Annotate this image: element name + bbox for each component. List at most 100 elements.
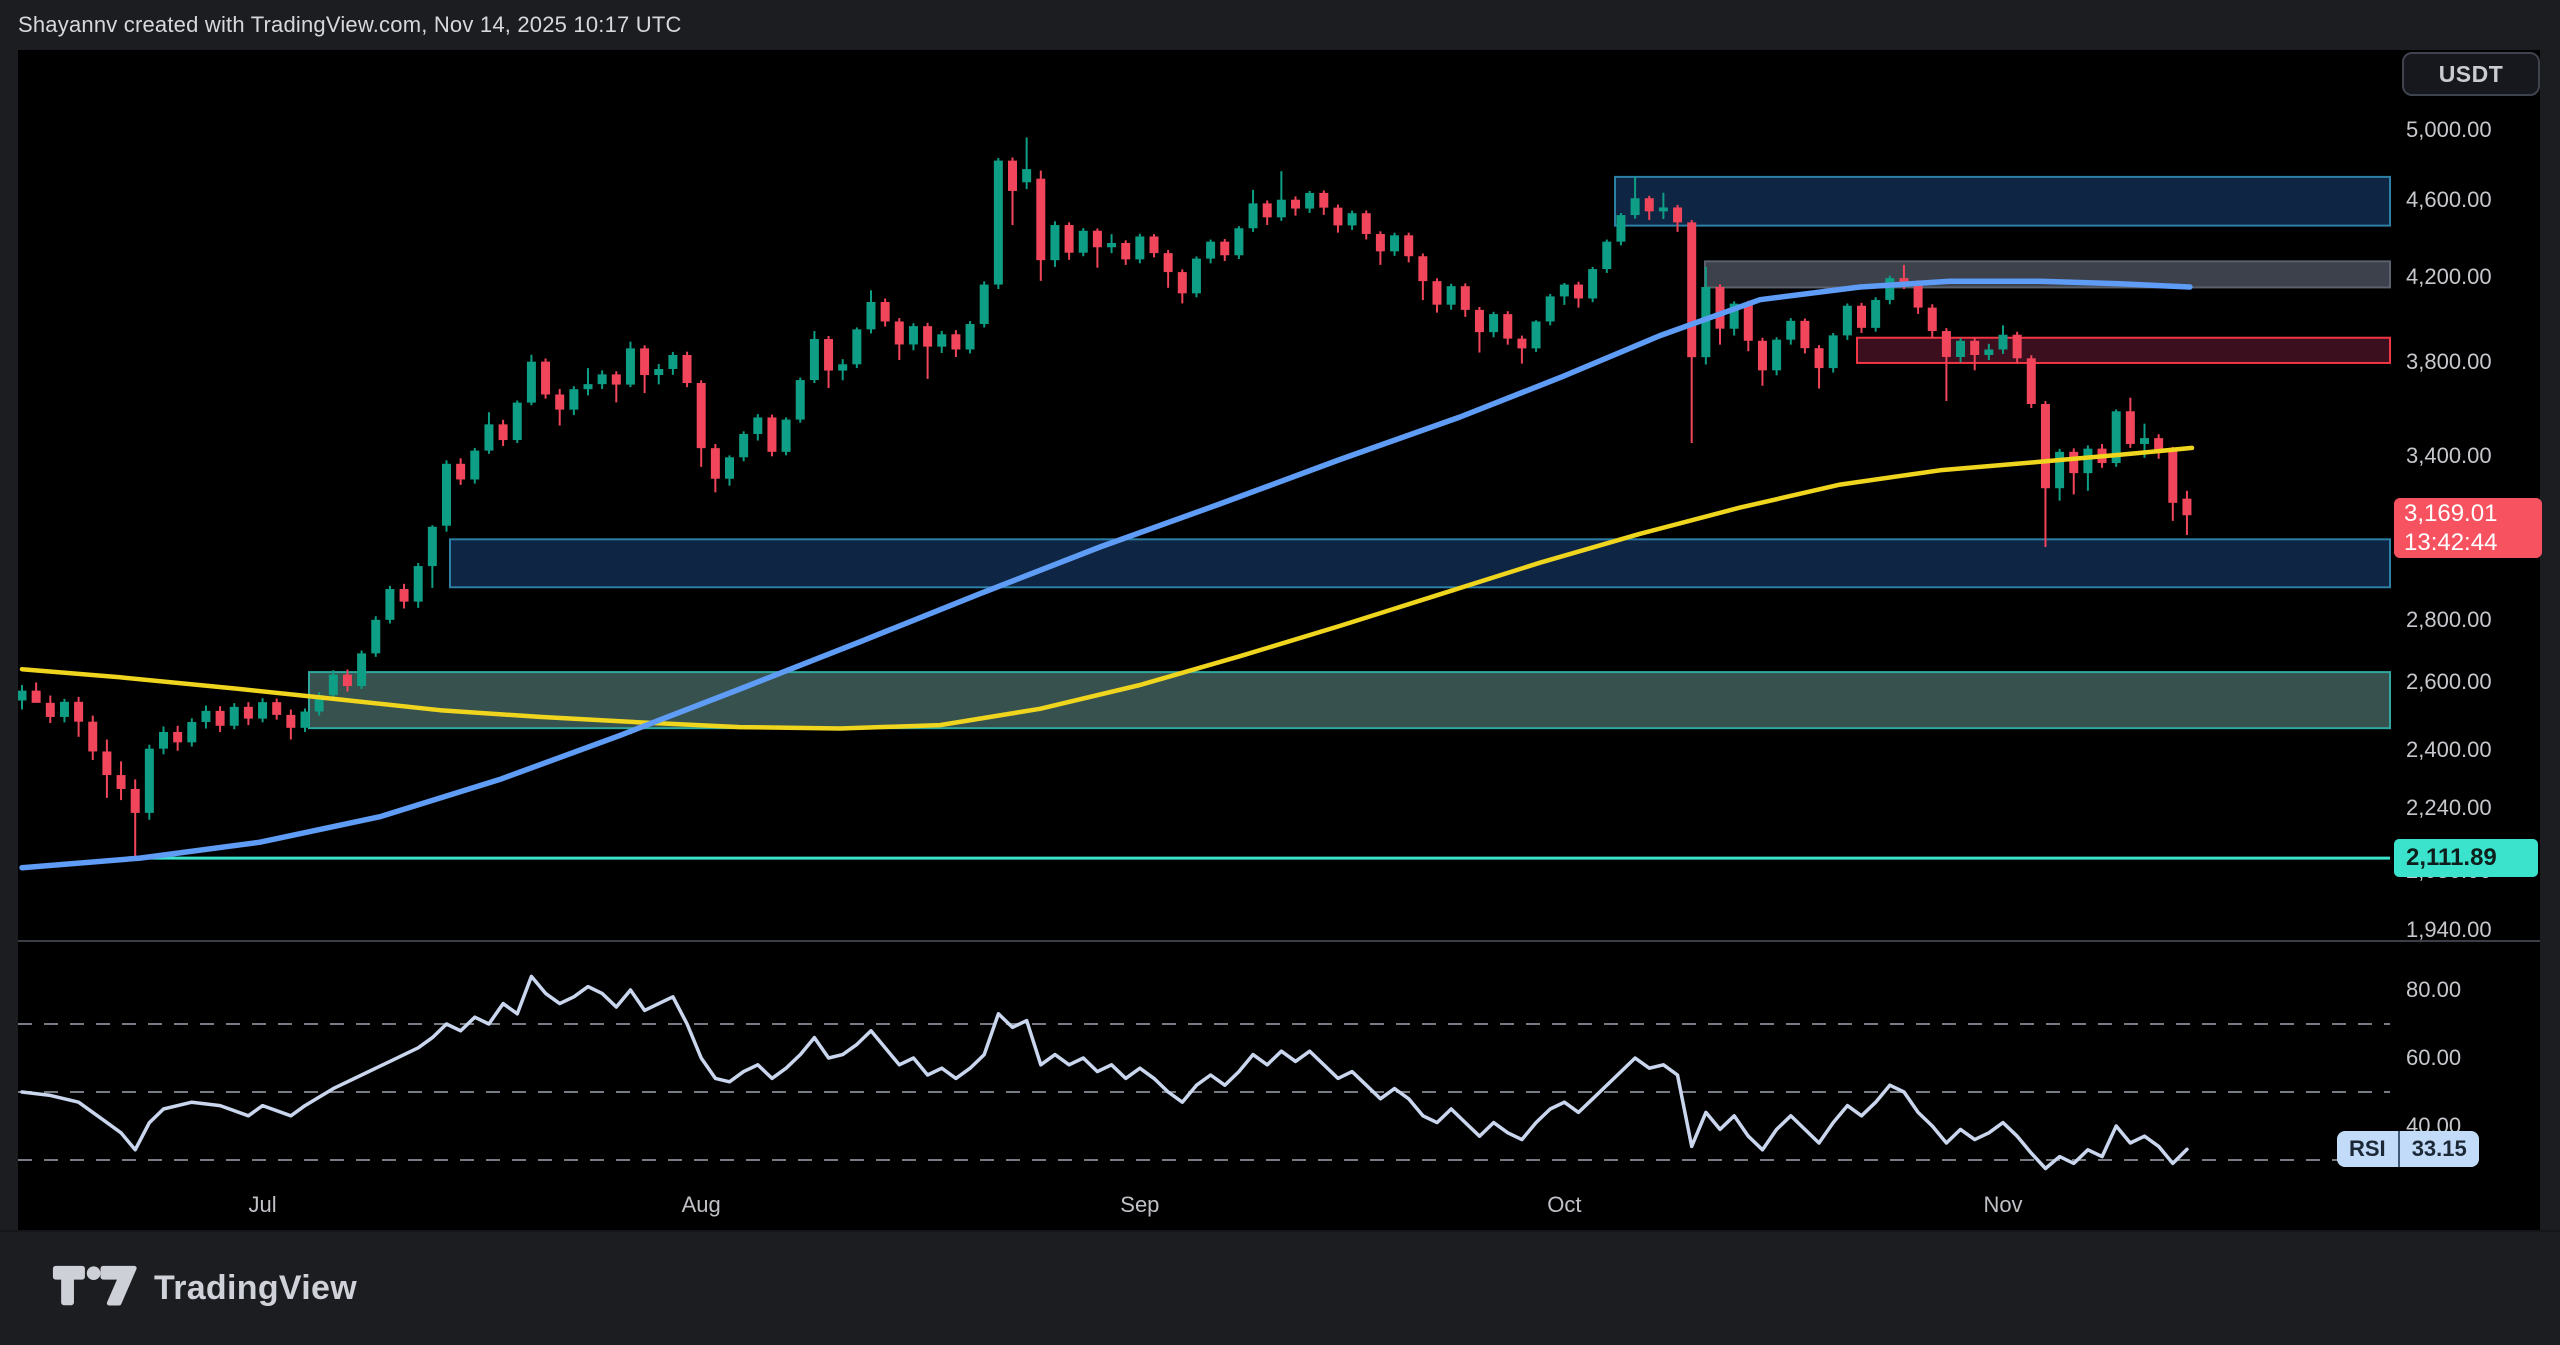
- candle-body: [1998, 334, 2008, 350]
- currency-toggle-button[interactable]: USDT: [2402, 52, 2540, 96]
- candle-body: [2182, 498, 2192, 516]
- candle-body: [668, 354, 678, 369]
- candle-body: [1687, 222, 1697, 358]
- candle-body: [526, 361, 536, 403]
- month-label-nov: Nov: [1983, 1192, 2023, 1217]
- candle-body: [258, 702, 268, 719]
- candle-body: [201, 710, 211, 723]
- candle-body: [1291, 199, 1300, 209]
- candle-body: [385, 589, 395, 620]
- candle-body: [979, 284, 989, 325]
- candle-body: [1842, 305, 1852, 336]
- candle-body: [1036, 178, 1046, 261]
- candle-body: [696, 383, 706, 449]
- rsi-line: [20, 974, 2189, 1171]
- candle-body: [1956, 340, 1966, 357]
- candle-body: [1390, 235, 1400, 252]
- candle-body: [456, 463, 466, 480]
- month-label-jul: Jul: [248, 1192, 277, 1217]
- zone-support-navy: [449, 538, 2391, 589]
- candle-body: [2012, 334, 2022, 359]
- candle-body: [597, 374, 607, 385]
- candle-body: [923, 326, 933, 347]
- candle-body: [1503, 314, 1513, 339]
- candle-body: [1163, 253, 1173, 273]
- candle-body: [611, 374, 621, 385]
- candle-body: [1743, 303, 1753, 341]
- candle-body: [1970, 340, 1980, 355]
- candle-body: [1432, 281, 1442, 305]
- support-level-badge[interactable]: 2,111.89: [2394, 839, 2538, 878]
- footer-bar: TradingView: [0, 1230, 2560, 1345]
- candle-body: [18, 690, 27, 701]
- candle-body: [1800, 320, 1810, 349]
- candle-body: [1545, 296, 1555, 322]
- candle-body: [1305, 192, 1315, 209]
- candle-body: [1008, 160, 1017, 191]
- candle-body: [880, 301, 890, 322]
- month-label-aug: Aug: [681, 1192, 721, 1217]
- rsi-indicator-label: RSI: [2349, 1136, 2386, 1162]
- candle-body: [894, 321, 904, 345]
- candle-body: [725, 457, 734, 479]
- candle-body: [1121, 243, 1131, 260]
- candle-body: [442, 463, 451, 526]
- price-tick: 3,400.00: [2406, 442, 2492, 468]
- candle-body: [824, 339, 834, 371]
- candle-body: [1772, 339, 1782, 371]
- candle-body: [342, 674, 352, 687]
- candle-body: [541, 361, 551, 395]
- price-tick: 2,600.00: [2406, 669, 2492, 695]
- month-label-oct: Oct: [1547, 1192, 1582, 1217]
- rsi-tick: 80.00: [2406, 977, 2462, 1002]
- candle-body: [1602, 241, 1612, 270]
- candle-body: [2040, 404, 2050, 489]
- candle-body: [512, 402, 522, 441]
- candle-body: [159, 731, 168, 749]
- price-tick: 5,000.00: [2406, 117, 2492, 142]
- price-tick: 2,240.00: [2406, 795, 2492, 821]
- candle-body: [357, 653, 367, 687]
- candle-body: [2111, 411, 2121, 464]
- candle-body: [1319, 192, 1329, 208]
- candle-body: [908, 326, 918, 345]
- candle-body: [640, 348, 650, 376]
- candle-body: [229, 706, 239, 726]
- candle-body: [965, 324, 975, 350]
- price-tick: 1,940.00: [2406, 916, 2492, 942]
- candle-body: [625, 348, 635, 385]
- candle-body: [1474, 309, 1484, 333]
- candle-body: [1786, 320, 1796, 340]
- candle-body: [555, 394, 565, 410]
- candle-body: [781, 419, 791, 452]
- candle-body: [1220, 241, 1230, 256]
- candle-body: [993, 160, 1003, 285]
- chart-area[interactable]: 2,080.005,000.004,600.004,200.003,800.00…: [18, 50, 2542, 1230]
- candle-body: [1248, 203, 1258, 229]
- last-price-badge[interactable]: 3,169.01 13:42:44: [2394, 498, 2542, 559]
- candle-body: [1814, 348, 1824, 369]
- candle-body: [427, 526, 437, 567]
- candle-body: [1941, 331, 1951, 357]
- candle-body: [583, 384, 593, 390]
- candle-body: [1022, 169, 1032, 183]
- candle-body: [1078, 230, 1088, 253]
- zone-resistance-upper: [1614, 175, 2391, 227]
- bar-countdown: 13:42:44: [2404, 529, 2498, 557]
- candle-body: [1050, 225, 1060, 261]
- price-tick: 3,800.00: [2406, 348, 2492, 374]
- candle-body: [116, 775, 126, 789]
- candle-body: [2125, 411, 2135, 444]
- rsi-indicator-badge[interactable]: RSI 33.15: [2337, 1131, 2479, 1168]
- chart-canvas[interactable]: [18, 50, 2540, 1230]
- month-label-sep: Sep: [1120, 1192, 1160, 1217]
- candle-body: [470, 450, 480, 480]
- candle-body: [88, 721, 98, 752]
- candle-body: [1871, 299, 1881, 328]
- last-price-value: 3,169.01: [2404, 500, 2498, 528]
- candle-body: [59, 701, 69, 717]
- candle-body: [1460, 286, 1470, 310]
- candle-body: [739, 433, 749, 458]
- candle-body: [1574, 284, 1583, 299]
- price-tick: 4,200.00: [2406, 264, 2492, 290]
